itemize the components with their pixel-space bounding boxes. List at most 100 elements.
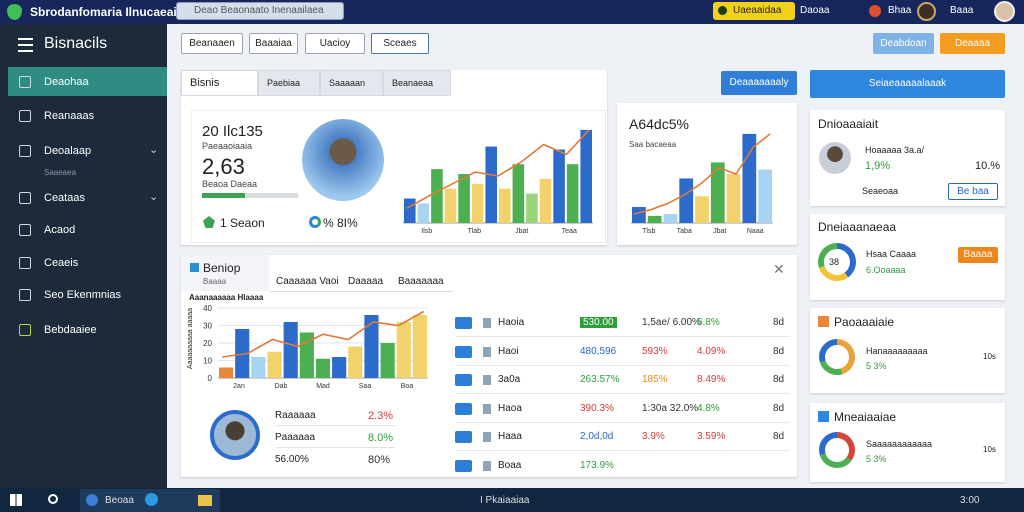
row-name: Haoa [498, 402, 522, 414]
divider [275, 425, 395, 426]
donut-center: 38 [829, 257, 840, 267]
chart [819, 339, 855, 375]
card-title: Dneiaaanaeaa [818, 220, 897, 234]
y-tick-label: 10 [203, 357, 212, 366]
nav-icon [19, 324, 31, 336]
tab[interactable]: Daaaaa [348, 276, 384, 287]
bar [267, 351, 282, 378]
nav-icon [19, 289, 31, 301]
row-icon [455, 374, 472, 386]
taskbar-center: I Pkaiaaiaa [480, 495, 530, 506]
row-cell: 530.00 [580, 317, 617, 328]
tab[interactable]: Beanaeaa [383, 70, 451, 96]
folder-icon [198, 495, 212, 506]
row-name: Boaa [498, 459, 522, 471]
chevron: ⌄ [149, 144, 159, 156]
tab[interactable]: Caaaaaa Vaoi [276, 276, 339, 287]
nav-item[interactable]: Ceataas [44, 192, 85, 204]
row-cell: 1,5ae/ 6.00% [642, 317, 701, 328]
report-title: Beniop [203, 261, 241, 275]
tab[interactable]: Paebiaa [258, 70, 320, 96]
y-tick-label: 30 [203, 322, 212, 331]
row-divider [455, 336, 790, 337]
x-tick-label: Mad [316, 383, 330, 390]
top-bar [0, 0, 1024, 24]
y-tick-label: 20 [203, 339, 212, 348]
chart [818, 243, 856, 281]
bar [219, 367, 234, 378]
card-icon [818, 411, 829, 422]
taskbar-app[interactable]: Beoaa [105, 495, 134, 506]
bar [251, 357, 266, 378]
tab[interactable]: Baaaaaaa [398, 276, 444, 287]
filter-button[interactable]: Baaaiaa [249, 33, 298, 54]
nav-item[interactable]: Seo Ekenmnias [44, 289, 122, 301]
action-button[interactable]: Deabdoan [873, 33, 934, 54]
bar [580, 129, 592, 223]
bar [471, 183, 484, 223]
row-cell: 593% [642, 345, 668, 357]
card-side: 10.% [975, 160, 1001, 172]
trend-line [406, 129, 590, 209]
donut-segment [836, 339, 855, 375]
person-label: Paaaaaa [275, 432, 316, 443]
card-title: Mneaiaaiae [834, 410, 897, 424]
donut-segment [836, 432, 855, 461]
progress-track [202, 193, 298, 198]
side-button[interactable]: Seiaeaaaaalaaak [810, 70, 1005, 98]
donut-segment [819, 339, 838, 363]
row-name: Haaa [498, 431, 522, 442]
card-icon [818, 316, 829, 327]
row-glyph [483, 318, 491, 328]
filter-button[interactable]: Beanaaen [181, 33, 243, 54]
avatar [302, 119, 384, 201]
nav-item[interactable]: Acaod [44, 224, 76, 236]
nav-item[interactable]: Deoalaap [44, 145, 92, 157]
card-title: Dnioaaaiait [818, 117, 879, 131]
bar [710, 162, 725, 223]
action-button[interactable]: Deaaaa [940, 33, 1005, 54]
active-item [8, 67, 167, 96]
nav-item[interactable]: Bebdaaiee [44, 324, 97, 336]
x-tick-label: Ilsb [421, 228, 432, 235]
nav-item[interactable]: Deaohaa [44, 76, 89, 88]
tab[interactable]: Bisnis [181, 70, 258, 96]
nav-item[interactable]: Reanaaas [44, 110, 95, 122]
donut-segment [818, 265, 849, 281]
row-name: Haoia [498, 317, 525, 328]
chart [819, 432, 855, 468]
row-divider [455, 364, 790, 366]
filter-button[interactable]: Uacioy [305, 33, 365, 54]
nav-icon [19, 110, 31, 122]
row-divider [455, 450, 790, 451]
close-button[interactable]: ✕ [773, 261, 785, 277]
chart-title: Aaanaaaaaa Hlaaaa [189, 293, 264, 302]
badge-text[interactable]: Uaeaaidaa [733, 5, 782, 16]
bar [332, 357, 347, 378]
row-icon [455, 459, 472, 472]
row-cell: 4.8% [697, 402, 720, 414]
primary-button[interactable]: Deaaaaaaaly [721, 71, 797, 95]
stat-icon [203, 216, 215, 228]
search-text[interactable]: Deao Beaonaato Inenaailaea [194, 5, 324, 16]
card-button[interactable]: Be baa [948, 183, 998, 200]
row-icon [455, 317, 472, 329]
report-header [181, 255, 269, 291]
bar [404, 198, 416, 223]
bar [539, 178, 552, 223]
nav-item[interactable]: Ceaeis [44, 257, 79, 269]
row-cell: 185% [642, 374, 668, 385]
card [810, 403, 1005, 482]
start-button [10, 494, 22, 506]
bar [512, 164, 525, 223]
row-icon [455, 431, 472, 443]
bar [364, 315, 379, 378]
row-cell: 8d [773, 374, 785, 385]
dropdown[interactable]: Sceaes [371, 33, 429, 54]
x-tick-label: Jbat [515, 228, 528, 235]
row-name: Haoi [498, 345, 519, 357]
card-button[interactable]: Baaaa [958, 247, 998, 263]
browser-icon [86, 494, 98, 506]
tab[interactable]: Saaaaan [320, 70, 383, 96]
